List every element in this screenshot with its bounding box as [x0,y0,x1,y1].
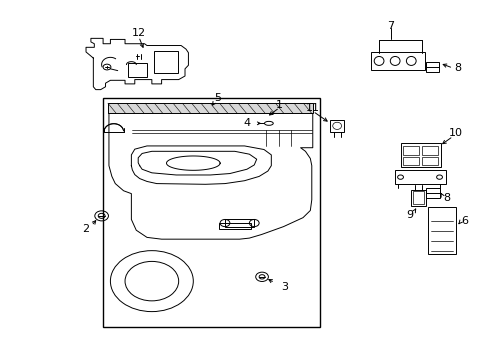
Bar [400,143,440,167]
Bar [103,98,320,327]
Bar [425,188,439,198]
Text: 6: 6 [461,216,468,226]
Bar [412,192,424,204]
Bar [224,220,254,226]
Bar [426,62,438,72]
Text: 12: 12 [131,28,145,38]
Bar [219,223,250,229]
Bar [370,52,424,69]
Bar [329,120,344,132]
Text: 11: 11 [305,103,319,113]
Bar [427,207,455,253]
Bar [402,146,418,155]
Bar [410,190,425,206]
Text: 7: 7 [386,21,393,31]
Bar [154,51,177,73]
Bar [128,63,147,77]
Text: 1: 1 [276,100,283,110]
Text: 8: 8 [453,63,460,73]
Text: 5: 5 [214,93,221,103]
Bar [394,170,445,184]
Text: 3: 3 [281,282,288,292]
Bar [421,157,437,165]
Bar [108,103,312,113]
Bar [402,157,418,165]
Text: 2: 2 [82,224,89,234]
Text: 4: 4 [243,118,250,128]
Text: 10: 10 [447,129,462,138]
Text: 9: 9 [406,210,413,220]
Bar [421,146,437,155]
Text: 8: 8 [443,193,449,203]
